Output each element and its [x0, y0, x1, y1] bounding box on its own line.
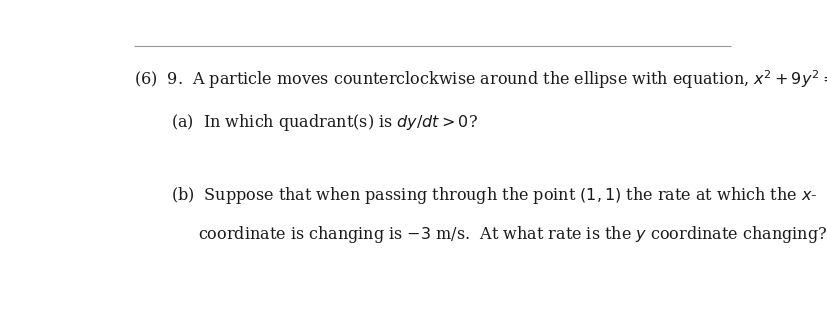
Text: coordinate is changing is $-3$ m/s.  At what rate is the $y$ coordinate changing: coordinate is changing is $-3$ m/s. At w…	[198, 224, 827, 245]
Text: (b)  Suppose that when passing through the point $(1, 1)$ the rate at which the : (b) Suppose that when passing through th…	[170, 184, 816, 206]
Text: (6)  9.  A particle moves counterclockwise around the ellipse with equation, $x^: (6) 9. A particle moves counterclockwise…	[134, 68, 827, 91]
Text: (a)  In which quadrant(s) is $dy/dt > 0$?: (a) In which quadrant(s) is $dy/dt > 0$?	[170, 112, 477, 133]
